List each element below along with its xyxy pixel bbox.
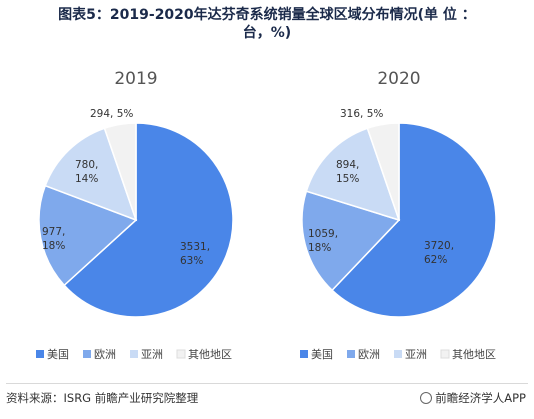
chart-title-line1: 图表5：2019-2020年达芬奇系统销量全球区域分布情况(单 位 ： [58,7,476,23]
legend-label-2020-usa: 美国 [311,348,333,361]
legend-label-2019-usa: 美国 [47,348,69,361]
legend-swatch-2019-europe [83,350,91,358]
data-label-2020-usa: 3720, 62% [424,240,454,266]
data-label-2019-asia: 780, 14% [75,159,98,185]
chart-title: 图表5：2019-2020年达芬奇系统销量全球区域分布情况(单 位 ： 台，%) [0,6,534,42]
data-label-2019-usa: 3531, 63% [180,241,210,267]
legend-swatch-2020-asia [394,350,402,358]
data-label-2020-europe: 1059, 18% [308,228,338,254]
legend-label-2020-europe: 欧洲 [358,348,380,361]
pie-slice-2020-usa [331,122,497,318]
pie-slice-2020-europe [301,190,401,292]
pie-slice-2020-other [366,122,400,221]
data-label-2019-europe: 977, 18% [42,226,65,252]
data-label-2019-other: 294, 5% [90,108,133,120]
legend-label-2019-other: 其他地区 [188,348,232,361]
pie-charts: 2019 3531, 63% 977, 18% 780, 14% 294, 5% 美国 欧洲 亚洲 其… [36,69,497,361]
data-label-2020-other: 316, 5% [340,108,383,120]
legend-label-2020-other: 其他地区 [452,348,496,361]
legend-label-2019-europe: 欧洲 [94,348,116,361]
legend-swatch-2020-europe [347,350,355,358]
legend-label-2020-asia: 亚洲 [405,348,427,361]
brand-logo-icon [420,392,433,404]
pie-slice-2020-asia [305,127,401,222]
legend-swatch-2019-asia [130,350,138,358]
pie-slice-2019-europe [38,184,138,287]
pie-slice-2019-usa [63,122,234,318]
footer-divider [6,383,528,384]
brand-text: 前瞻经济学人APP [435,391,526,405]
pie-title-2020: 2020 [377,69,420,89]
source-note: 资料来源：ISRG 前瞻产业研究院整理 [6,391,199,405]
legend-swatch-2020-usa [300,350,308,358]
chart-title-line2: 台，%) [242,25,292,41]
legend-label-2019-asia: 亚洲 [141,348,163,361]
pie-slice-2019-other [103,122,137,221]
pie-slice-2019-asia [44,127,138,222]
brand-label: 前瞻经济学人APP [420,390,526,406]
pie-title-2019: 2019 [114,69,157,89]
legend-swatch-2019-other [176,349,186,359]
data-label-2020-asia: 894, 15% [336,159,359,185]
legend-swatch-2020-other [440,349,450,359]
legend-swatch-2019-usa [36,350,44,358]
